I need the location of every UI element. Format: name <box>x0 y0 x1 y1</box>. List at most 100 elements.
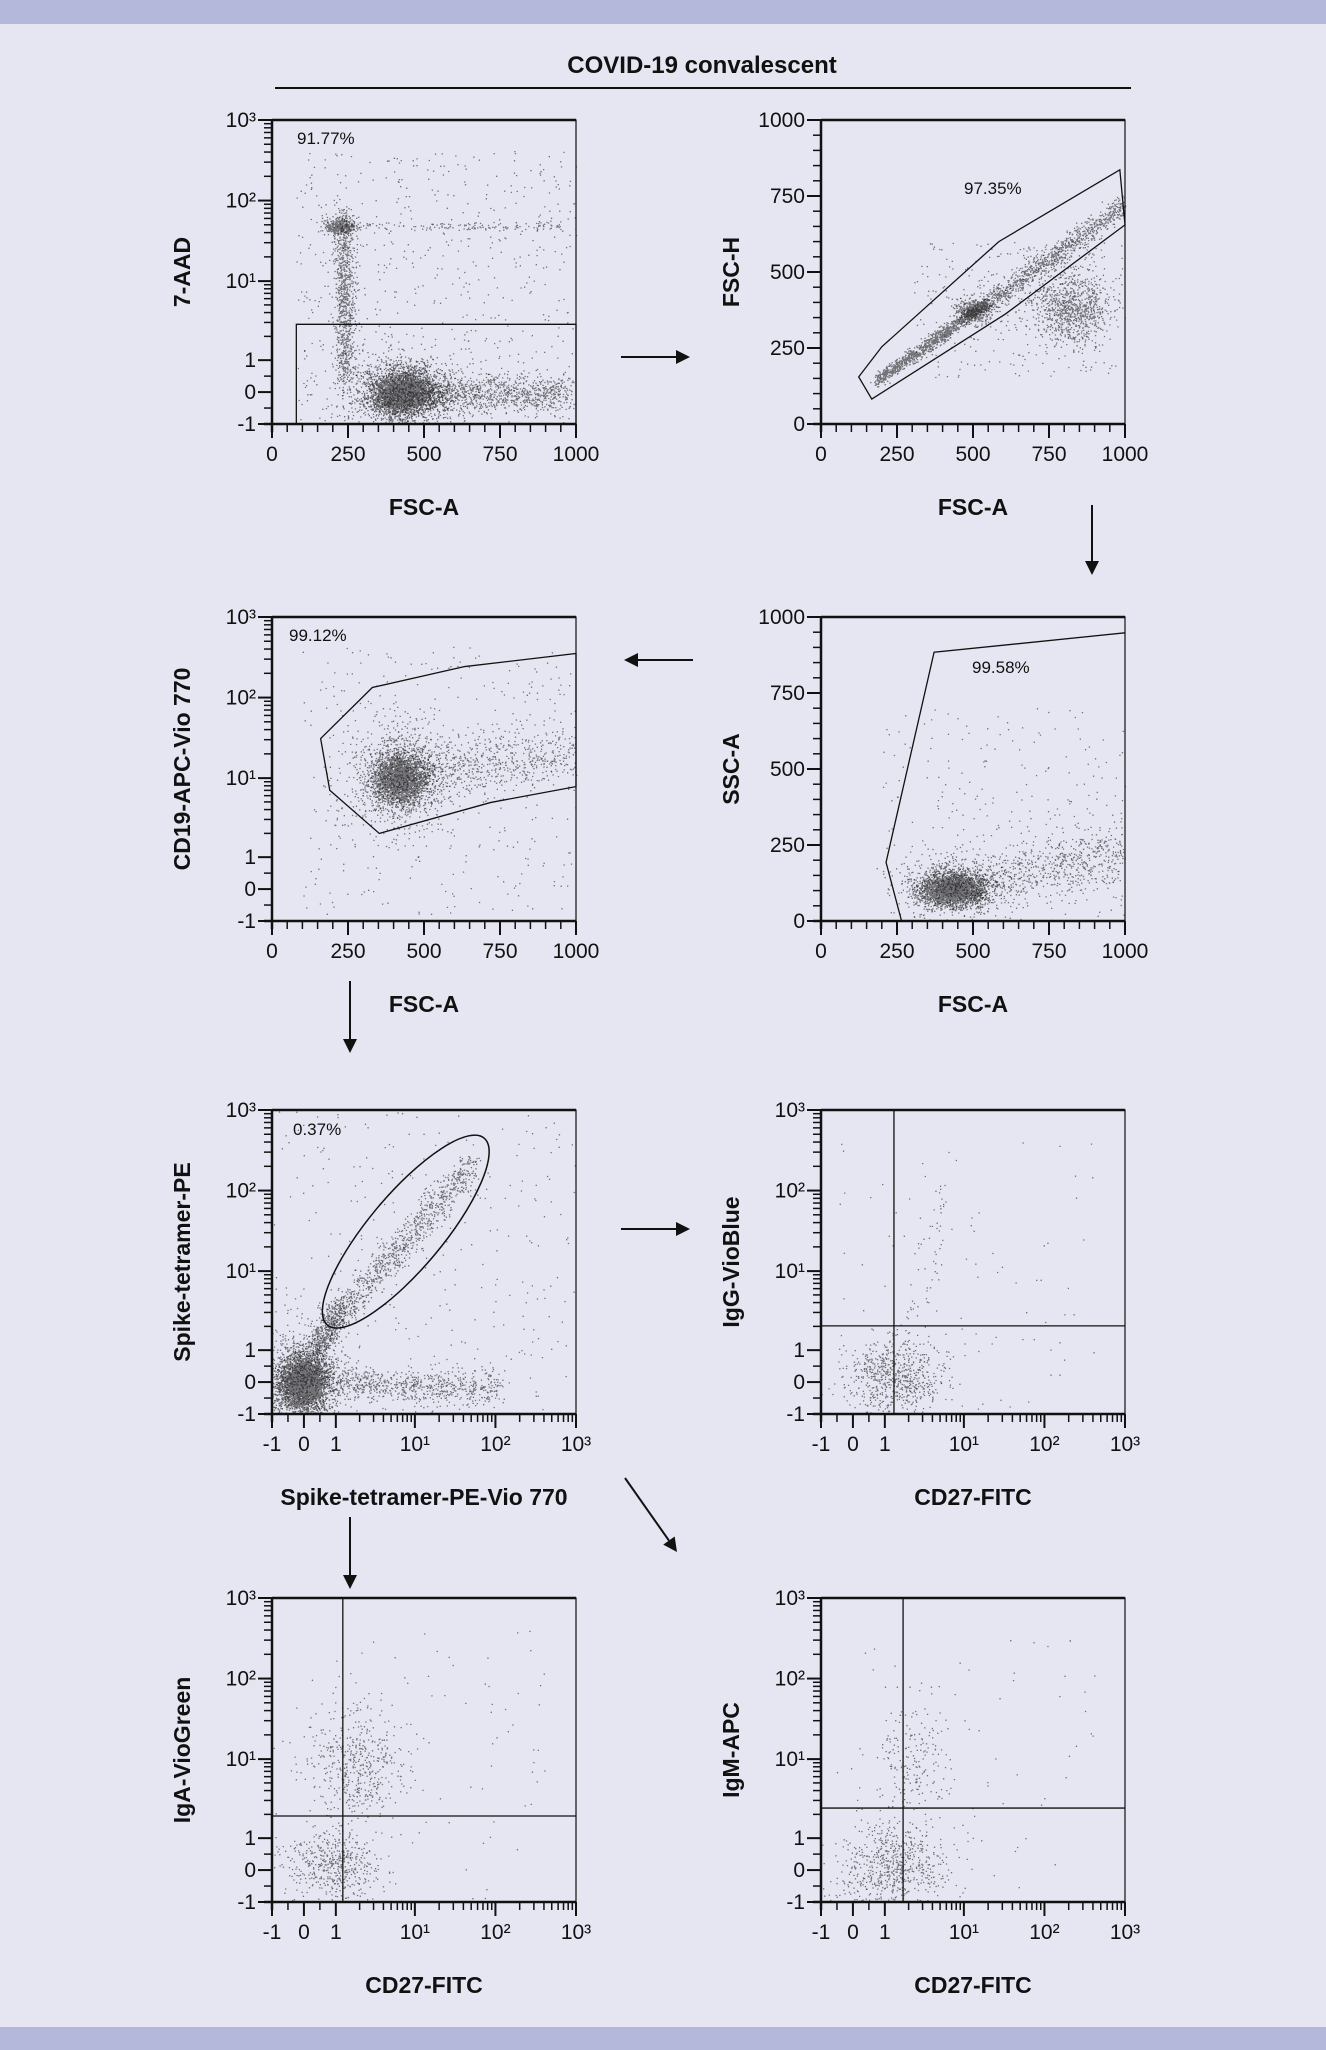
x-tick-label: -1 <box>263 1921 282 1944</box>
event-cluster <box>273 1652 430 1841</box>
event-cluster <box>347 221 562 235</box>
x-tick-label: 10² <box>480 1433 510 1456</box>
y-tick-label: -1 <box>237 413 256 436</box>
y-axis-title: CD19-APC-Vio 770 <box>169 668 195 871</box>
event-cluster <box>914 241 1126 379</box>
x-tick-label: 0 <box>298 1921 310 1944</box>
gate[interactable] <box>857 168 1126 400</box>
event-cluster <box>839 1142 1095 1410</box>
x-tick-label: 500 <box>406 443 441 466</box>
gate-percent: 91.77% <box>297 129 355 148</box>
y-tick-label: 10¹ <box>775 1260 805 1283</box>
y-tick-label: 10³ <box>775 1099 805 1122</box>
events <box>821 1142 1095 1415</box>
gate[interactable] <box>319 652 577 835</box>
y-tick-label: 10¹ <box>775 1748 805 1771</box>
events <box>272 1109 576 1415</box>
flow-arrow-icon <box>1085 505 1099 575</box>
y-tick-label: 10² <box>226 1668 256 1691</box>
x-tick-label: 10¹ <box>949 1921 979 1944</box>
y-tick-label: -1 <box>237 1403 256 1426</box>
events <box>822 1640 1096 1903</box>
y-tick-label: -1 <box>237 1891 256 1914</box>
plot-frame <box>820 119 1126 425</box>
event-cluster <box>303 1289 356 1376</box>
plot-spike-positive: 0.37%-1 0 1 10¹ 10² 10³-10110¹10²10³Spike-tet… <box>169 1099 591 1510</box>
event-cluster <box>321 1357 510 1414</box>
y-tick-label: 1000 <box>758 109 805 132</box>
y-tick-label: 0 <box>244 1859 256 1882</box>
x-tick-label: 10³ <box>561 1921 591 1944</box>
x-tick-label: 750 <box>1031 443 1066 466</box>
gate[interactable] <box>295 323 577 424</box>
top-band <box>0 0 1326 24</box>
y-tick-label: 10³ <box>226 1099 256 1122</box>
y-tick-label: 0 <box>793 1859 805 1882</box>
event-cluster <box>291 1630 546 1903</box>
x-axis-title: Spike-tetramer-PE-Vio 770 <box>280 1484 567 1510</box>
event-cluster <box>906 1184 953 1337</box>
plot-lymphocytes: 99.58% 0 250 500 750 1000 0 250 500 750 1000 FSC-A S… <box>718 606 1148 1017</box>
y-tick-label: 1 <box>244 846 256 869</box>
y-tick-label: 10¹ <box>226 1260 256 1283</box>
x-axis-title: FSC-A <box>938 991 1008 1017</box>
x-axis-title: FSC-A <box>389 494 459 520</box>
x-tick-label: 10³ <box>1110 1433 1140 1456</box>
x-tick-label: 1 <box>330 1433 342 1456</box>
y-tick-label: 1000 <box>758 606 805 629</box>
x-tick-label: 1 <box>330 1921 342 1944</box>
y-tick-label: 1 <box>244 349 256 372</box>
plot-viability: 91.77% 0 250 500 750 1000 -1 0 1 10¹ 10² 10³ FSC-A 7-… <box>169 109 599 520</box>
events <box>870 195 1127 388</box>
y-tick-label: 0 <box>793 413 805 436</box>
y-axis-title: 7-AAD <box>169 237 195 307</box>
x-tick-label: 10² <box>1029 1921 1059 1944</box>
x-tick-label: 1 <box>879 1921 891 1944</box>
x-tick-label: 250 <box>330 443 365 466</box>
x-tick-label: 250 <box>330 940 365 963</box>
y-axis-title: IgG-VioBlue <box>718 1196 744 1327</box>
x-tick-label: 500 <box>955 443 990 466</box>
x-tick-label: 250 <box>879 940 914 963</box>
x-tick-label: 500 <box>406 940 441 963</box>
x-tick-label: 10³ <box>561 1433 591 1456</box>
gate-percent: 99.12% <box>289 626 347 645</box>
x-tick-label: 1000 <box>1102 940 1149 963</box>
gate[interactable] <box>885 632 1126 922</box>
event-cluster <box>997 244 1124 364</box>
x-tick-label: 500 <box>955 940 990 963</box>
event-cluster <box>836 1640 1096 1901</box>
gate-percent: 0.37% <box>293 1120 341 1139</box>
event-cluster <box>302 646 577 915</box>
y-tick-label: 10³ <box>226 606 256 629</box>
x-tick-label: 10¹ <box>949 1433 979 1456</box>
flow-arrow-icon <box>624 1477 677 1552</box>
x-tick-label: 10¹ <box>400 1433 430 1456</box>
y-tick-label: 10³ <box>226 109 256 132</box>
x-tick-label: 10¹ <box>400 1921 430 1944</box>
event-cluster <box>324 202 366 398</box>
x-tick-label: -1 <box>812 1921 831 1944</box>
event-cluster <box>857 1682 964 1830</box>
x-tick-label: 750 <box>482 940 517 963</box>
ellipse-gate[interactable] <box>299 1114 513 1348</box>
x-axis-title: FSC-A <box>389 991 459 1017</box>
figure-title: COVID-19 convalescent <box>567 52 836 79</box>
event-cluster <box>325 1156 482 1340</box>
x-tick-label: 0 <box>815 443 827 466</box>
y-tick-label: 0 <box>793 1371 805 1394</box>
x-tick-label: 10² <box>480 1921 510 1944</box>
event-cluster <box>407 362 575 423</box>
flow-arrow-icon <box>621 1222 690 1236</box>
y-tick-label: 10² <box>226 190 256 213</box>
x-axis-title: CD27-FITC <box>914 1484 1032 1510</box>
events <box>876 708 1126 922</box>
y-tick-label: 10² <box>775 1668 805 1691</box>
y-axis-title: IgA-VioGreen <box>169 1677 195 1824</box>
x-tick-label: 0 <box>815 940 827 963</box>
gate-percent: 99.58% <box>972 658 1030 677</box>
events <box>302 646 578 915</box>
plot-frame <box>271 119 577 425</box>
x-tick-label: 1000 <box>553 940 600 963</box>
